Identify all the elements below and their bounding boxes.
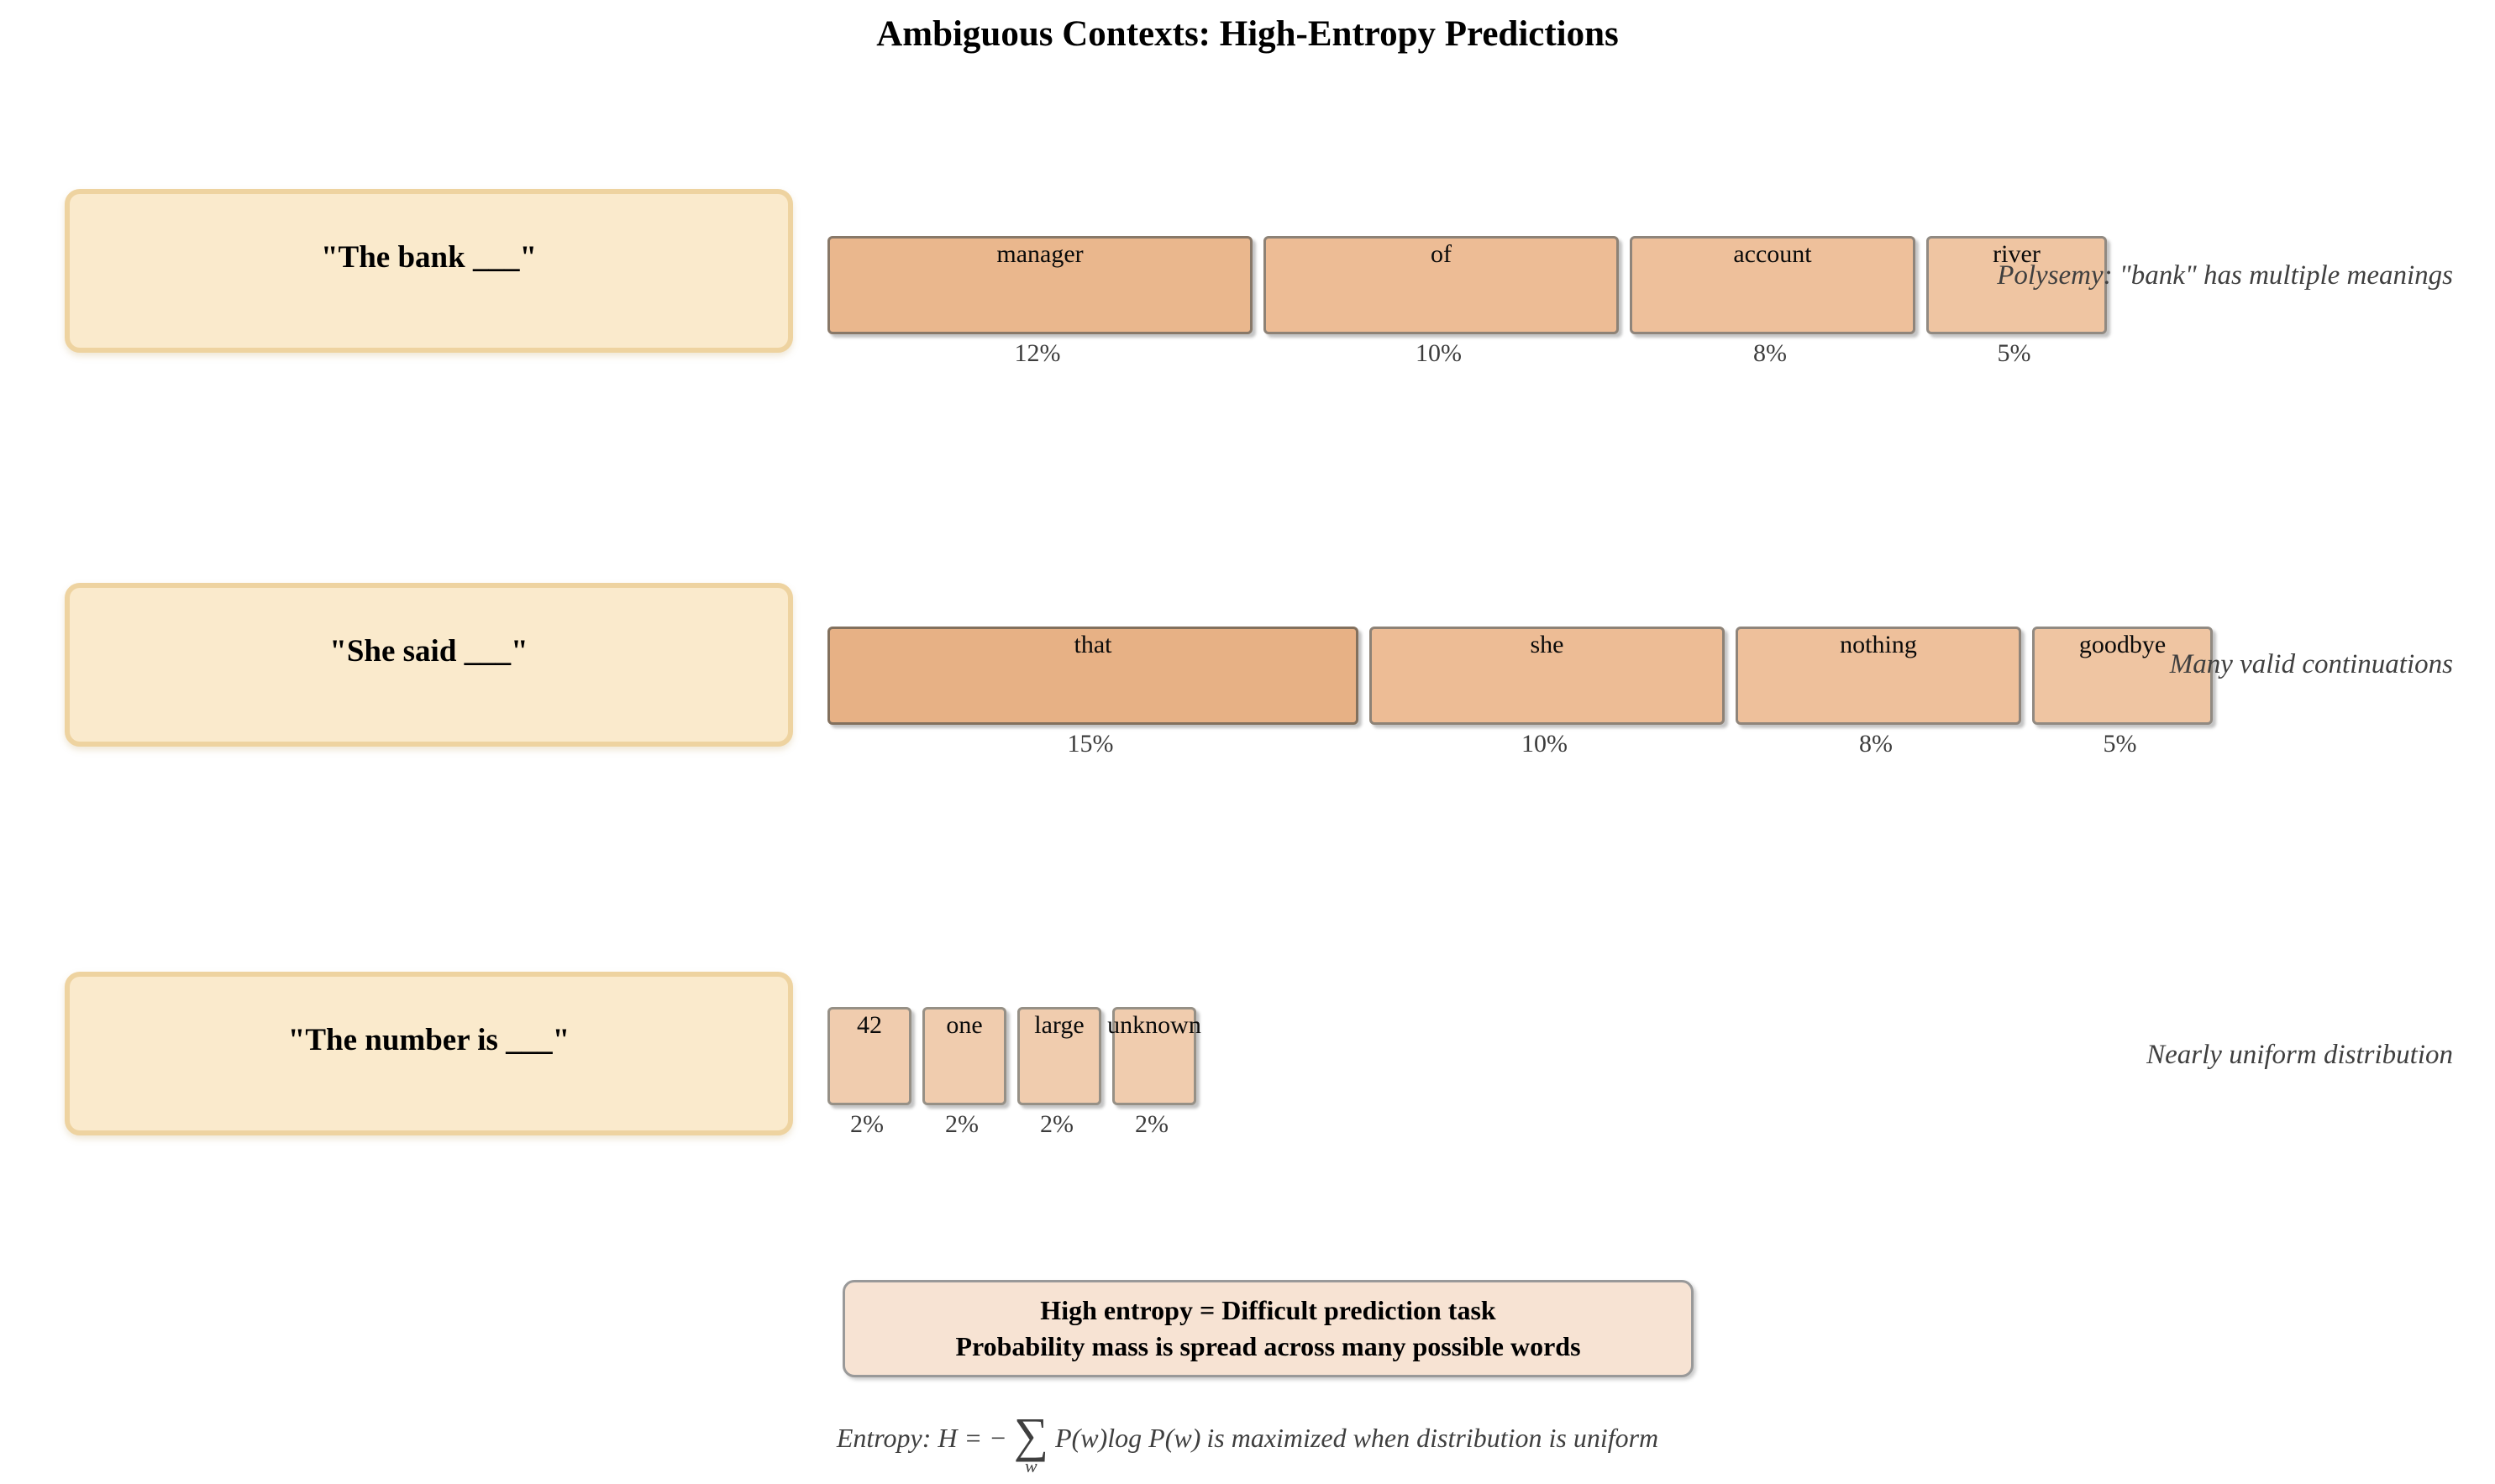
entropy-formula: Entropy: H = − ∑ w P(w)log P(w) is maxim…: [0, 1387, 2495, 1484]
summation-symbol: ∑ w: [1013, 1408, 1049, 1476]
context-text: "She said ___": [329, 634, 528, 669]
probability-label: 5%: [2103, 730, 2137, 758]
probability-label: 10%: [1416, 339, 1462, 367]
probability-label: 15%: [1067, 730, 1114, 758]
formula-suffix: is maximized when distribution is unifor…: [1206, 1422, 1659, 1453]
summary-box: High entropy = Difficult prediction task…: [843, 1280, 1694, 1377]
probability-label: 12%: [1014, 339, 1061, 367]
row-annotation: Many valid continuations: [2169, 649, 2453, 679]
prediction-word: of: [1431, 240, 1452, 268]
probability-label: 2%: [850, 1110, 884, 1138]
prediction-bar: one: [922, 1007, 1006, 1105]
prediction-bar: that: [827, 627, 1358, 725]
row-annotation: Nearly uniform distribution: [2146, 1040, 2453, 1070]
prediction-word: 42: [857, 1011, 882, 1039]
formula-prefix: Entropy: H = −: [836, 1422, 1007, 1453]
prediction-word: large: [1034, 1011, 1085, 1039]
probability-label: 8%: [1859, 730, 1893, 758]
probability-label: 8%: [1753, 339, 1787, 367]
formula-body: P(w)log P(w): [1055, 1422, 1201, 1453]
prediction-word: that: [1074, 631, 1112, 658]
prediction-bar: she: [1369, 627, 1725, 725]
prediction-word: she: [1530, 631, 1564, 658]
prediction-bar: river: [1926, 236, 2107, 334]
probability-label: 2%: [1135, 1110, 1169, 1138]
summary-line-2: Probability mass is spread across many p…: [955, 1331, 1581, 1361]
probability-label: 5%: [1997, 339, 2031, 367]
prediction-bar: account: [1630, 236, 1915, 334]
probability-label: 2%: [945, 1110, 979, 1138]
context-text: "The bank ___": [321, 240, 537, 275]
prediction-bar: nothing: [1736, 627, 2021, 725]
probability-label: 10%: [1521, 730, 1568, 758]
probability-label: 2%: [1040, 1110, 1074, 1138]
context-box: "The number is ___": [65, 972, 793, 1135]
prediction-word: account: [1733, 240, 1812, 268]
context-text: "The number is ___": [287, 1023, 570, 1057]
prediction-word: unknown: [1107, 1011, 1201, 1039]
prediction-bar: large: [1017, 1007, 1101, 1105]
context-box: "The bank ___": [65, 189, 793, 353]
prediction-bar: goodbye: [2032, 627, 2213, 725]
summary-line-1: High entropy = Difficult prediction task: [1040, 1295, 1496, 1325]
prediction-bar: of: [1263, 236, 1619, 334]
prediction-word: river: [1993, 240, 2041, 268]
row-annotation: Polysemy: "bank" has multiple meanings: [1997, 260, 2453, 291]
prediction-word: nothing: [1840, 631, 1917, 658]
prediction-bar: unknown: [1107, 1007, 1201, 1105]
sigma-glyph: ∑: [1013, 1408, 1049, 1462]
prediction-bar: manager: [827, 236, 1253, 334]
context-box: "She said ___": [65, 583, 793, 747]
prediction-word: manager: [996, 240, 1084, 268]
prediction-bar: 42: [827, 1007, 911, 1105]
prediction-word: one: [946, 1011, 983, 1039]
sigma-subscript: w: [1025, 1455, 1037, 1476]
diagram-title: Ambiguous Contexts: High-Entropy Predict…: [876, 14, 1619, 54]
prediction-word: goodbye: [2078, 631, 2167, 658]
